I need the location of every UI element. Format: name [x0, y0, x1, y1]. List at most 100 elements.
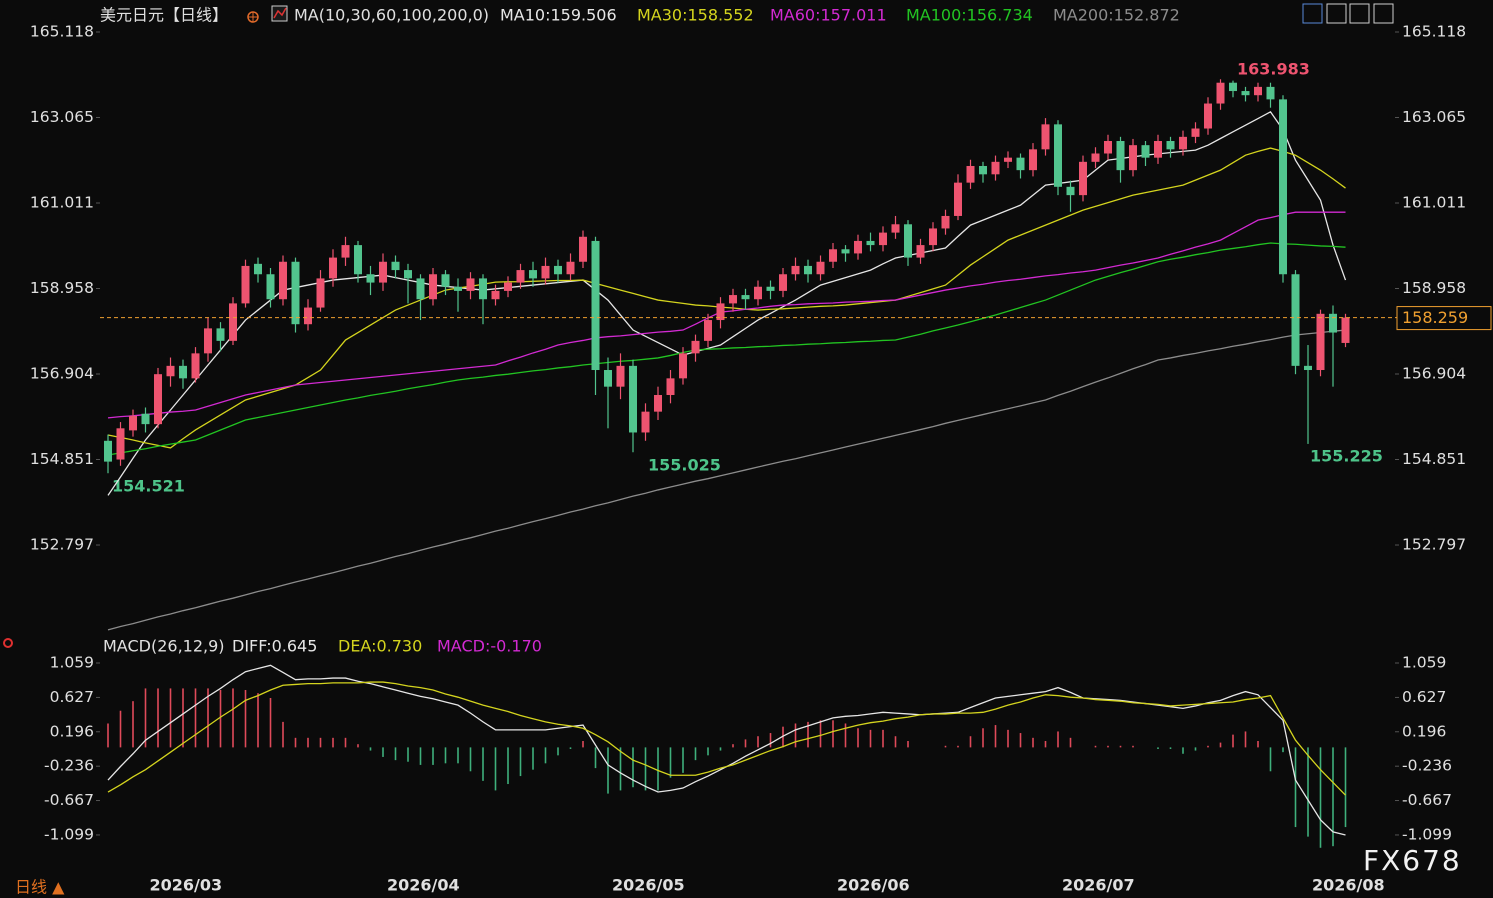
- candle-body: [904, 224, 912, 258]
- candle-body: [1191, 128, 1200, 137]
- candle-body: [779, 274, 787, 291]
- candle-body: [929, 228, 937, 246]
- candle-body: [1291, 274, 1300, 366]
- candle-body: [616, 365, 625, 387]
- candle-body: [191, 353, 200, 379]
- line-series: [107, 147, 1346, 449]
- candle-body: [1341, 317, 1350, 343]
- y-tick-label: -0.667: [44, 791, 94, 809]
- candle-body: [691, 340, 700, 354]
- x-tick-label: 2026/06: [837, 876, 910, 895]
- candle-body: [504, 282, 512, 291]
- candle-body: [679, 353, 687, 379]
- candle-body: [541, 265, 550, 279]
- candle-body: [491, 290, 500, 300]
- candle-body: [816, 261, 825, 275]
- indicator-icon[interactable]: [271, 5, 288, 22]
- tool-button[interactable]: [1326, 3, 1347, 24]
- line-series: [107, 111, 1347, 496]
- candle-body: [641, 411, 650, 433]
- candle-body: [1016, 157, 1025, 171]
- line-series: [107, 242, 1346, 456]
- candle-body: [1154, 141, 1162, 158]
- candle-body: [291, 261, 300, 325]
- tool-button[interactable]: [1373, 3, 1394, 24]
- candle-body: [754, 286, 762, 300]
- candle-body: [1254, 86, 1262, 96]
- tool-button[interactable]: [1349, 3, 1370, 24]
- candle-body: [1329, 313, 1337, 333]
- y-tick-label: -0.236: [1402, 757, 1452, 775]
- candle-body: [204, 328, 212, 354]
- zoom-icon[interactable]: [247, 11, 259, 23]
- macd-title: MACD(26,12,9): [103, 637, 225, 656]
- x-tick-label: 2026/07: [1062, 876, 1135, 895]
- candle-body: [579, 236, 587, 262]
- low-label: 155.225: [1310, 447, 1383, 466]
- candle-body: [1216, 82, 1225, 104]
- y-tick-label: 154.851: [30, 450, 94, 468]
- candle-body: [741, 295, 750, 300]
- panel-icon[interactable]: [3, 638, 13, 648]
- candle-body: [1079, 161, 1087, 196]
- candle-body: [954, 182, 962, 216]
- candle-body: [1091, 153, 1100, 162]
- candle-body: [1241, 91, 1250, 96]
- candle-body: [354, 245, 362, 275]
- candle-body: [116, 428, 125, 460]
- candle-body: [1116, 141, 1125, 171]
- candle-body: [991, 161, 1000, 175]
- candle-body: [1054, 124, 1062, 187]
- candle-body: [379, 261, 387, 283]
- candle-body: [1029, 149, 1037, 171]
- y-tick-label: 152.797: [30, 536, 94, 554]
- legend-entry: MA100:156.734: [906, 6, 1033, 25]
- candle-body: [604, 370, 612, 387]
- candle-body: [1179, 136, 1187, 150]
- y-tick-label: 161.011: [1402, 194, 1466, 212]
- candle-body: [566, 261, 575, 275]
- candle-body: [129, 415, 137, 431]
- candle-body: [1266, 86, 1275, 100]
- candle-body: [466, 278, 475, 291]
- legend-entry: DEA:0.730: [338, 637, 422, 656]
- y-tick-label: -0.236: [44, 757, 94, 775]
- period-label[interactable]: 日线 ▲: [15, 878, 65, 897]
- candle-body: [266, 274, 275, 300]
- candle-body: [404, 270, 412, 279]
- candle-body: [454, 286, 462, 291]
- candle-body: [1229, 82, 1237, 92]
- candle-body: [941, 215, 950, 229]
- candle-body: [1066, 186, 1075, 196]
- line-series: [107, 329, 1346, 631]
- candle-body: [341, 245, 350, 258]
- candle-body: [241, 265, 250, 304]
- candle-body: [516, 270, 525, 283]
- ma-params: MA(10,30,60,100,200,0): [294, 6, 489, 25]
- x-tick-label: 2026/04: [387, 876, 460, 895]
- candle-body: [854, 240, 862, 254]
- candle-body: [1166, 141, 1175, 150]
- y-tick-label: 0.627: [1402, 688, 1446, 706]
- candle-body: [254, 263, 262, 275]
- y-tick-label: -1.099: [1402, 825, 1452, 843]
- candle-body: [416, 278, 425, 300]
- candle-body: [316, 278, 325, 308]
- candle-body: [1041, 124, 1050, 150]
- candle-body: [1104, 141, 1112, 154]
- candle-body: [391, 261, 400, 271]
- watermark: FX678: [1363, 844, 1462, 877]
- y-tick-label: 161.011: [30, 194, 94, 212]
- legend-entry: MA30:158.552: [637, 6, 754, 25]
- legend-entry: MA60:157.011: [770, 6, 887, 25]
- candle-body: [704, 320, 712, 341]
- candle-body: [891, 224, 900, 233]
- legend-entry: MACD:-0.170: [437, 637, 542, 656]
- candle-body: [729, 295, 737, 304]
- last-price-label: 158.259: [1402, 308, 1468, 327]
- tool-button[interactable]: [1302, 3, 1323, 24]
- high-label: 163.983: [1237, 60, 1310, 79]
- legend-entry: MA10:159.506: [500, 6, 617, 25]
- candle-body: [916, 245, 925, 258]
- candle-body: [529, 270, 537, 279]
